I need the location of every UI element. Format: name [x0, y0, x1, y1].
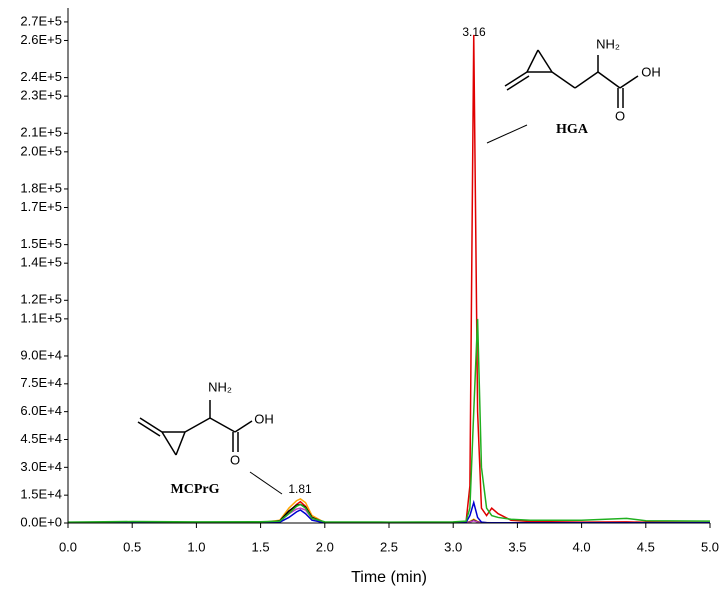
y-tick-label: 0.0E+0	[20, 514, 62, 529]
y-tick-label: 3.0E+4	[20, 459, 62, 474]
y-tick-label: 1.5E+5	[20, 236, 62, 251]
y-tick-label: 1.8E+5	[20, 180, 62, 195]
x-tick-label: 0.5	[123, 539, 141, 554]
hga-pointer	[486, 124, 528, 144]
hga-amine: NH₂	[596, 36, 620, 51]
hga-structure	[504, 49, 639, 108]
mcprg-hydroxyl: OH	[254, 411, 274, 426]
y-tick-label: 2.0E+5	[20, 143, 62, 158]
y-tick-label: 1.1E+5	[20, 310, 62, 325]
x-tick-label: 3.0	[444, 539, 462, 554]
x-tick-label: 1.5	[252, 539, 270, 554]
y-tick-label: 1.5E+4	[20, 487, 62, 502]
y-tick-label: 2.4E+5	[20, 69, 62, 84]
y-tick-label: 7.5E+4	[20, 375, 62, 390]
x-tick-label: 3.5	[508, 539, 526, 554]
x-axis-title: Time (min)	[351, 569, 427, 586]
y-tick-label: 4.5E+4	[20, 431, 62, 446]
y-tick-label: 2.7E+5	[20, 13, 62, 28]
x-tick-label: 2.5	[380, 539, 398, 554]
y-tick-label: 6.0E+4	[20, 403, 62, 418]
x-tick-label: 2.0	[316, 539, 334, 554]
trace	[68, 507, 710, 524]
y-tick-label: 2.3E+5	[20, 88, 62, 103]
annotation: MCPrG	[171, 482, 220, 497]
x-tick-label: 0.0	[59, 539, 77, 554]
hga-hydroxyl: OH	[641, 64, 661, 79]
y-tick-label: 2.1E+5	[20, 125, 62, 140]
y-tick-label: 2.6E+5	[20, 32, 62, 47]
trace	[68, 499, 710, 524]
y-tick-label: 1.7E+5	[20, 199, 62, 214]
y-tick-label: 1.2E+5	[20, 292, 62, 307]
x-tick-label: 1.0	[187, 539, 205, 554]
mcprg-pointer	[249, 471, 283, 495]
peak-label: 3.16	[462, 25, 486, 39]
mcprg-carbonyl: O	[230, 452, 240, 467]
mcprg-amine: NH₂	[208, 379, 232, 394]
y-tick-label: 9.0E+4	[20, 347, 62, 362]
hga-carbonyl: O	[615, 108, 625, 123]
y-tick-label: 1.4E+5	[20, 255, 62, 270]
x-tick-label: 4.0	[573, 539, 591, 554]
x-tick-label: 4.5	[637, 539, 655, 554]
annotation: HGA	[556, 122, 589, 137]
trace	[67, 318, 711, 523]
trace	[67, 34, 711, 524]
peak-label: 1.81	[288, 482, 312, 496]
x-tick-label: 5.0	[701, 539, 719, 554]
mcprg-structure	[137, 400, 253, 456]
trace	[68, 503, 710, 524]
